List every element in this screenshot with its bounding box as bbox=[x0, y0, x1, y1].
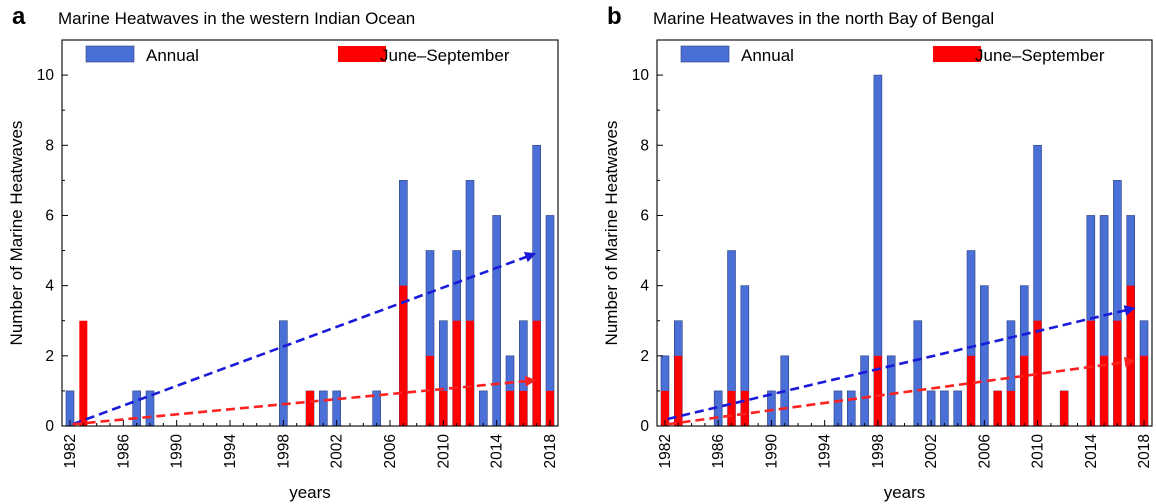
bar-jjas bbox=[439, 390, 448, 426]
bar-jjas bbox=[727, 390, 736, 426]
x-tick-label: 1986 bbox=[115, 434, 132, 468]
chart-title: Marine Heatwaves in the north Bay of Ben… bbox=[653, 9, 994, 28]
bar-jjas bbox=[1006, 390, 1015, 426]
bar-annual bbox=[492, 215, 501, 427]
panel-label: b bbox=[607, 3, 622, 30]
panel-a: a Marine Heatwaves in the western Indian … bbox=[7, 3, 559, 502]
y-tick-label: 2 bbox=[640, 348, 649, 365]
bar-jjas bbox=[1100, 355, 1109, 426]
y-tick-label: 4 bbox=[45, 278, 54, 295]
bar-jjas bbox=[1060, 390, 1069, 426]
x-tick-label: 1994 bbox=[817, 434, 834, 469]
bar-jjas bbox=[873, 355, 882, 426]
x-tick-label: 2010 bbox=[1030, 434, 1047, 469]
y-tick-label: 4 bbox=[640, 278, 649, 295]
x-axis-label: years bbox=[884, 483, 926, 502]
bar-jjas bbox=[740, 390, 749, 426]
bar-jjas bbox=[506, 390, 514, 426]
bar-jjas bbox=[466, 320, 474, 426]
y-tick-label: 10 bbox=[632, 67, 650, 84]
bar-jjas bbox=[967, 355, 976, 426]
trend-arrow-jjas bbox=[72, 375, 537, 426]
x-tick-label: 2002 bbox=[329, 434, 346, 468]
legend-label-jjas: June–September bbox=[380, 46, 510, 65]
trend-arrow-jjas bbox=[667, 356, 1136, 426]
bar-jjas bbox=[79, 320, 88, 426]
y-tick-label: 8 bbox=[45, 137, 54, 154]
bar-jjas bbox=[546, 390, 554, 426]
x-tick-label: 2014 bbox=[489, 434, 506, 469]
y-tick-label: 0 bbox=[640, 418, 649, 435]
legend-swatch-jjas bbox=[338, 46, 386, 62]
y-tick-label: 0 bbox=[45, 418, 54, 435]
bar-jjas bbox=[660, 390, 669, 426]
y-tick-label: 8 bbox=[640, 137, 649, 154]
trend-arrow-annual bbox=[667, 305, 1136, 421]
bar-jjas bbox=[452, 320, 461, 426]
x-tick-label: 2006 bbox=[382, 434, 399, 468]
y-axis-label: Number of Marine Heatwaves bbox=[602, 121, 621, 346]
bar-jjas bbox=[1113, 320, 1122, 426]
panel-b: b Marine Heatwaves in the north Bay of Be… bbox=[602, 3, 1153, 502]
bar-annual bbox=[479, 390, 488, 427]
bar-jjas bbox=[532, 320, 541, 426]
legend-swatch-jjas bbox=[933, 46, 981, 62]
bar-jjas bbox=[399, 285, 408, 426]
x-tick-label: 1998 bbox=[870, 434, 887, 468]
bar-annual bbox=[833, 390, 843, 427]
legend-label-annual: Annual bbox=[146, 46, 199, 65]
bar-annual bbox=[913, 320, 923, 427]
bar-jjas bbox=[993, 390, 1002, 426]
bar-annual bbox=[145, 390, 155, 427]
y-tick-label: 6 bbox=[640, 207, 649, 224]
bar-annual bbox=[846, 390, 856, 427]
legend-swatch-annual bbox=[680, 45, 730, 63]
bar-jjas bbox=[1140, 355, 1149, 426]
bar-jjas bbox=[306, 390, 314, 426]
bar-jjas bbox=[1086, 320, 1095, 426]
legend-swatch-annual bbox=[85, 45, 135, 63]
bar-annual bbox=[860, 355, 869, 427]
legend-label-jjas: June–September bbox=[975, 46, 1105, 65]
x-tick-label: 1994 bbox=[222, 434, 239, 469]
bar-annual bbox=[953, 390, 963, 427]
bar-annual bbox=[132, 390, 141, 427]
panel-label: a bbox=[12, 3, 26, 30]
x-tick-label: 1990 bbox=[763, 434, 780, 469]
x-tick-label: 1990 bbox=[169, 434, 186, 469]
x-tick-label: 2002 bbox=[923, 434, 940, 468]
bar-jjas bbox=[674, 355, 683, 426]
x-tick-label: 2018 bbox=[1136, 434, 1153, 468]
y-axis-label: Number of Marine Heatwaves bbox=[7, 121, 26, 346]
x-axis-label: years bbox=[289, 483, 331, 502]
y-tick-label: 2 bbox=[45, 348, 54, 365]
bar-annual bbox=[319, 390, 328, 427]
bar-annual bbox=[279, 320, 288, 427]
legend-label-annual: Annual bbox=[741, 46, 794, 65]
x-tick-label: 1986 bbox=[710, 434, 727, 468]
bar-jjas bbox=[519, 390, 528, 426]
x-tick-label: 1998 bbox=[275, 434, 292, 468]
x-tick-label: 1982 bbox=[657, 434, 674, 468]
x-tick-label: 2006 bbox=[976, 434, 993, 468]
bar-jjas bbox=[1020, 355, 1029, 426]
bar-jjas bbox=[1126, 285, 1135, 426]
plot-frame bbox=[61, 39, 559, 427]
bar-annual bbox=[980, 285, 989, 427]
x-tick-label: 2018 bbox=[542, 434, 559, 468]
x-tick-label: 2010 bbox=[435, 434, 452, 469]
trend-arrow-annual bbox=[72, 251, 537, 426]
chart-title: Marine Heatwaves in the western Indian O… bbox=[58, 9, 415, 28]
bar-jjas bbox=[1033, 320, 1042, 426]
y-tick-label: 10 bbox=[37, 67, 55, 84]
x-tick-label: 1982 bbox=[62, 434, 79, 468]
bar-annual bbox=[940, 390, 949, 427]
y-tick-label: 6 bbox=[45, 207, 54, 224]
x-tick-label: 2014 bbox=[1083, 434, 1100, 469]
